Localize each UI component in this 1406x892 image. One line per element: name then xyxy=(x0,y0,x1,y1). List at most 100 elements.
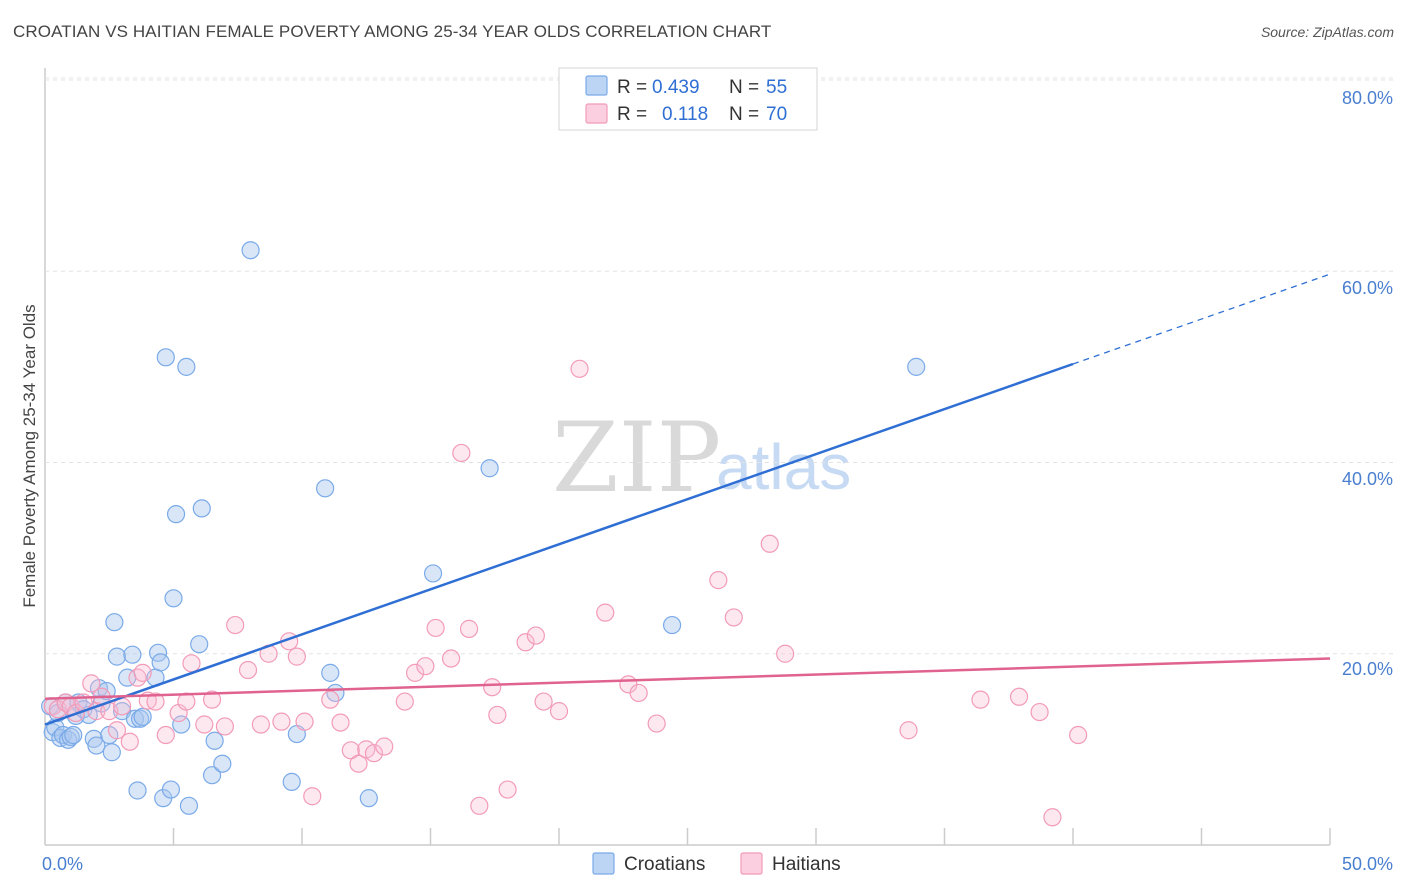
legend-r-label-haitians: R = xyxy=(617,104,647,125)
series-swatch-croatians xyxy=(592,852,615,875)
croatians-point-41 xyxy=(190,635,209,654)
croatians-trend-extension xyxy=(1072,273,1331,365)
haitians-point-28 xyxy=(272,712,291,731)
haitians-point-20 xyxy=(182,654,201,673)
x-tick-label-max: 50.0% xyxy=(1342,854,1393,874)
croatians-point-32 xyxy=(151,653,170,672)
series-label-haitians: Haitians xyxy=(772,854,841,875)
haitians-point-12 xyxy=(120,732,139,751)
haitians-point-17 xyxy=(156,725,175,745)
haitians-point-55 xyxy=(570,359,589,378)
croatians-point-15 xyxy=(87,736,106,755)
y-tick-label-40: 40.0% xyxy=(1342,469,1393,489)
legend-swatch-croatians xyxy=(585,75,608,96)
croatians-point-9 xyxy=(64,725,83,745)
haitians-point-48 xyxy=(483,678,502,697)
haitians-point-30 xyxy=(287,647,306,666)
haitians-point-60 xyxy=(709,571,728,590)
haitians-point-52 xyxy=(526,626,545,645)
trend-lines xyxy=(44,273,1331,726)
croatians-point-35 xyxy=(161,780,181,799)
croatians-point-34 xyxy=(156,348,175,367)
croatians-point-37 xyxy=(166,505,186,524)
legend-n-label-croatians: N = xyxy=(729,77,759,98)
y-tick-label-80: 80.0% xyxy=(1342,88,1393,108)
croatians-point-56 xyxy=(907,357,926,376)
haitians-point-54 xyxy=(549,702,569,721)
croatians-point-53 xyxy=(423,564,443,583)
haitians-point-14 xyxy=(133,663,152,682)
croatians-point-49 xyxy=(316,479,335,498)
haitians-point-62 xyxy=(760,534,779,553)
haitians-point-35 xyxy=(341,741,360,760)
watermark-zip: ZIP xyxy=(552,402,721,514)
legend-r-value-croatians: 0.439 xyxy=(652,77,700,98)
croatians-point-43 xyxy=(202,766,222,785)
x-tick-label-min: 0.0% xyxy=(42,854,83,874)
haitians-point-45 xyxy=(452,443,471,463)
croatians-point-25 xyxy=(123,645,142,664)
legend-n-value-croatians: 55 xyxy=(766,77,787,98)
y-tick-label-20: 20.0% xyxy=(1342,659,1393,679)
haitians-point-66 xyxy=(1009,687,1029,706)
data-points xyxy=(41,241,1088,827)
haitians-point-59 xyxy=(647,714,666,733)
x-ticks xyxy=(172,828,1331,845)
source-label: Source: ZipAtlas.com xyxy=(1260,24,1394,40)
croatians-trend-line xyxy=(44,362,1074,726)
legend-n-label-haitians: N = xyxy=(729,104,759,125)
croatians-point-18 xyxy=(97,681,116,701)
haitians-point-31 xyxy=(303,787,322,806)
stats-legend: R = 0.439 N = 55 R = 0.118 N = 70 xyxy=(558,67,818,131)
series-swatch-haitians xyxy=(740,852,763,875)
haitians-point-40 xyxy=(395,692,414,711)
croatians-point-46 xyxy=(241,241,260,260)
croatians-point-42 xyxy=(192,499,211,518)
croatians-point-8 xyxy=(61,727,80,747)
croatians-point-39 xyxy=(179,796,199,815)
haitians-point-24 xyxy=(226,615,245,635)
series-label-croatians: Croatians xyxy=(624,854,705,875)
haitians-point-10 xyxy=(107,721,127,740)
croatians-point-21 xyxy=(105,613,124,632)
chart-title: CROATIAN VS HAITIAN FEMALE POVERTY AMONG… xyxy=(13,22,772,41)
haitians-point-21 xyxy=(195,715,214,734)
haitians-point-26 xyxy=(251,715,270,734)
haitians-point-49 xyxy=(488,705,507,725)
legend-swatch-haitians xyxy=(585,103,608,124)
haitians-point-67 xyxy=(1030,702,1049,722)
croatians-point-28 xyxy=(130,709,150,728)
haitians-point-61 xyxy=(724,608,743,627)
haitians-point-47 xyxy=(470,796,489,815)
series-legend: Croatians Haitians xyxy=(592,852,841,875)
croatians-point-47 xyxy=(282,772,301,791)
haitians-point-50 xyxy=(498,780,517,799)
haitians-point-64 xyxy=(899,721,918,740)
haitians-point-63 xyxy=(776,644,795,663)
haitians-point-44 xyxy=(441,649,461,668)
haitians-point-51 xyxy=(516,633,535,652)
croatians-point-36 xyxy=(164,589,183,608)
haitians-point-69 xyxy=(1069,725,1088,745)
legend-r-value-haitians: 0.118 xyxy=(662,104,708,125)
gridlines xyxy=(45,77,1393,655)
haitians-trend-line xyxy=(44,657,1331,700)
haitians-point-38 xyxy=(364,744,384,763)
haitians-point-23 xyxy=(215,717,234,736)
croatians-point-44 xyxy=(205,731,224,750)
croatians-point-38 xyxy=(172,715,191,734)
haitians-point-34 xyxy=(331,713,350,732)
haitians-point-16 xyxy=(146,692,165,711)
y-tick-label-60: 60.0% xyxy=(1342,278,1393,298)
haitians-point-6 xyxy=(82,674,101,693)
croatians-point-45 xyxy=(213,754,232,773)
legend-n-value-haitians: 70 xyxy=(766,104,787,125)
haitians-point-42 xyxy=(416,657,435,676)
haitians-point-56 xyxy=(596,603,615,622)
haitians-point-46 xyxy=(459,619,479,638)
watermark-atlas: atlas xyxy=(716,431,851,503)
croatians-point-27 xyxy=(128,781,147,800)
croatians-point-40 xyxy=(177,357,196,376)
haitians-point-53 xyxy=(534,692,553,711)
